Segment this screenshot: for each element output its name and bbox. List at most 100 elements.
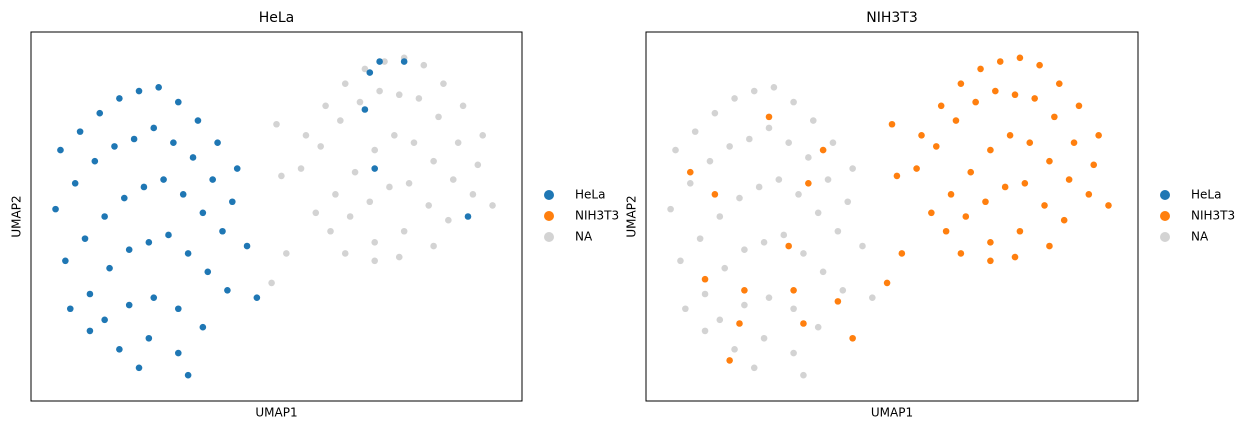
data-point — [957, 80, 965, 87]
x-axis-label: UMAP1 — [871, 406, 913, 420]
data-point — [839, 287, 847, 294]
data-point — [101, 213, 108, 220]
y-axis-label: UMAP2 — [10, 195, 24, 237]
data-point — [982, 198, 989, 206]
data-point — [356, 98, 364, 106]
data-point — [165, 231, 172, 239]
data-point — [125, 246, 133, 254]
data-point — [1085, 191, 1093, 198]
data-point — [1011, 253, 1019, 261]
data-point — [741, 246, 748, 254]
data-point — [824, 176, 832, 183]
data-point — [987, 257, 994, 265]
data-point — [1055, 80, 1063, 87]
data-point — [337, 117, 344, 124]
data-point — [224, 287, 231, 294]
data-point — [701, 290, 709, 298]
data-point — [805, 179, 812, 187]
data-point — [184, 371, 192, 379]
data-point — [371, 146, 379, 154]
data-point — [972, 98, 979, 106]
data-point — [400, 58, 408, 65]
data-point — [987, 146, 994, 154]
data-point — [992, 87, 999, 95]
data-point — [297, 165, 305, 172]
data-point — [52, 205, 59, 213]
data-point — [449, 176, 457, 183]
data-point — [371, 257, 379, 265]
data-point — [135, 87, 143, 95]
data-point — [1016, 54, 1024, 62]
data-point — [376, 87, 383, 95]
data-point — [977, 65, 984, 73]
data-point — [932, 143, 940, 150]
data-point — [790, 98, 797, 106]
data-point — [175, 349, 182, 357]
data-point — [111, 143, 118, 150]
data-point — [199, 323, 207, 331]
data-point — [273, 120, 280, 128]
data-point — [785, 139, 792, 146]
data-point — [677, 257, 684, 265]
legend-marker — [544, 190, 554, 200]
data-point — [454, 139, 462, 146]
data-point — [229, 198, 236, 206]
data-point — [928, 209, 935, 217]
data-point — [795, 191, 802, 198]
data-point — [219, 227, 226, 235]
data-point — [716, 316, 724, 324]
data-point — [194, 117, 202, 124]
data-point — [834, 227, 842, 235]
data-point — [726, 143, 733, 150]
data-point — [731, 95, 738, 102]
data-point — [937, 102, 945, 110]
data-point — [736, 194, 743, 202]
data-point — [765, 124, 773, 132]
data-point — [341, 80, 349, 87]
data-point — [800, 371, 807, 379]
data-point — [686, 168, 694, 176]
data-point — [790, 349, 797, 357]
data-point — [750, 364, 758, 372]
legend-label: NIH3T3 — [575, 209, 619, 223]
data-point — [170, 139, 177, 146]
data-point — [469, 191, 477, 198]
legend-label: HeLa — [1191, 188, 1221, 202]
data-point — [145, 334, 153, 342]
data-point — [341, 250, 349, 257]
data-point — [361, 106, 369, 113]
data-point — [1036, 61, 1043, 69]
data-point — [893, 172, 901, 180]
data-point — [844, 198, 852, 206]
data-point — [91, 157, 99, 165]
legend-marker — [544, 211, 554, 221]
legend-label: NA — [575, 230, 593, 244]
data-point — [474, 161, 482, 169]
data-point — [987, 239, 994, 246]
data-point — [785, 242, 792, 250]
data-point — [952, 117, 960, 124]
data-point — [302, 132, 310, 139]
data-point — [62, 257, 69, 265]
data-point — [1041, 202, 1048, 209]
data-point — [391, 132, 398, 139]
data-point — [800, 320, 807, 327]
data-point — [888, 120, 896, 128]
data-point — [135, 364, 143, 372]
data-point — [346, 213, 354, 220]
data-point — [125, 301, 133, 309]
data-point — [667, 205, 674, 213]
data-point — [1031, 95, 1038, 102]
data-point — [199, 209, 207, 217]
data-point — [440, 80, 447, 87]
data-point — [76, 128, 84, 135]
data-point — [243, 242, 251, 250]
data-point — [716, 213, 724, 220]
data-point — [711, 109, 719, 117]
data-point — [489, 202, 496, 209]
data-point — [464, 213, 472, 220]
data-point — [819, 146, 827, 154]
data-point — [106, 264, 113, 272]
data-point — [755, 183, 763, 191]
